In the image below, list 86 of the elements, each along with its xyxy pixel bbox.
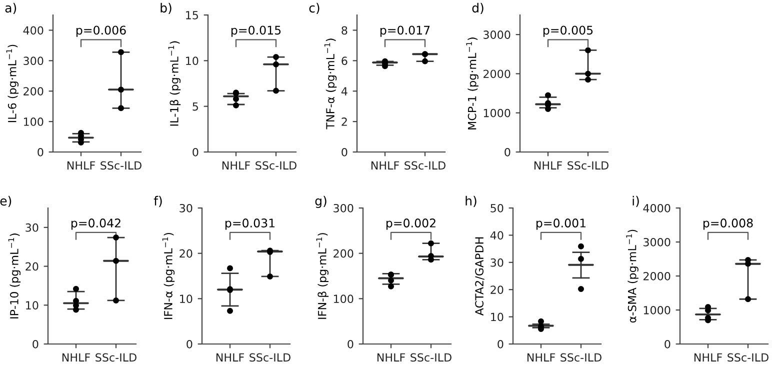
- annotation: p=0.002: [386, 218, 436, 230]
- annotation: p=0.008: [703, 218, 753, 230]
- y-tick-label: 30: [490, 258, 504, 267]
- y-tick-label: 0: [348, 340, 354, 348]
- y-tick-label: 4: [341, 87, 348, 96]
- chart-title: d): [472, 2, 484, 14]
- x-tick-label: SSc-ILD: [96, 353, 136, 362]
- y-tick-label: 0: [192, 148, 198, 156]
- y-tick-label: 400: [23, 26, 44, 35]
- x-tick-label: SSc-ILD: [560, 353, 602, 362]
- y-axis-title: IL-1β (pg·mL$^{−1}$): [168, 41, 181, 126]
- x-tick-label: SSc-ILD: [256, 161, 296, 170]
- x-tick-label: NHLF: [534, 161, 562, 170]
- annotation: p=0.017: [380, 26, 430, 37]
- annotation: p=0.005: [543, 26, 593, 37]
- y-axis-title: α-SMA (pg·mL$^{−1}$): [626, 230, 638, 323]
- y-tick-label: 6: [342, 56, 348, 66]
- y-tick-label: 1000: [484, 108, 510, 118]
- y-tick-label: 0: [186, 340, 192, 348]
- x-tick-label: SSc-ILD: [410, 353, 452, 362]
- x-tick-label: SSc-ILD: [404, 161, 446, 170]
- y-tick-label: 200: [24, 87, 44, 96]
- y-tick-label: 100: [334, 294, 354, 304]
- y-tick-label: 10: [26, 301, 38, 310]
- y-tick-label: 1000: [644, 306, 670, 314]
- chart-title: c): [309, 2, 320, 14]
- y-tick-label: 3000: [644, 238, 670, 246]
- y-axis-title: IL-6 (pg·mL$^{−1}$): [6, 44, 18, 122]
- y-axis-title: TNF-α (pg·mL$^{−1}$): [324, 38, 337, 130]
- y-tick-label: 100: [24, 118, 44, 126]
- x-tick-label: NHLF: [371, 161, 399, 170]
- y-tick-label: 20: [180, 249, 192, 258]
- y-tick-label: 10: [186, 56, 198, 66]
- y-axis-title: MCP-1 (pg·mL$^{−1}$): [466, 38, 478, 130]
- y-tick-label: 8: [342, 26, 348, 35]
- y-axis-title: IFN-α (pg·mL$^{−1}$): [162, 232, 175, 319]
- y-tick-label: 3000: [484, 30, 510, 39]
- x-tick-label: SSc-ILD: [728, 353, 768, 362]
- x-tick-label: NHLF: [216, 353, 244, 362]
- chart-title: h): [466, 196, 476, 208]
- x-tick-label: SSc-ILD: [568, 161, 608, 170]
- y-tick-label: 0: [32, 340, 38, 348]
- chart-title: a): [5, 2, 16, 14]
- chart-title: f): [154, 196, 162, 208]
- y-tick-label: 0: [664, 340, 670, 348]
- x-tick-label: NHLF: [222, 161, 250, 170]
- chart-title: e): [0, 196, 12, 208]
- x-tick-label: NHLF: [67, 161, 95, 170]
- y-tick-label: 50: [490, 204, 504, 212]
- x-tick-label: SSc-ILD: [250, 353, 290, 362]
- y-tick-label: 15: [186, 11, 198, 20]
- y-tick-label: 10: [180, 294, 192, 304]
- y-axis-title: IFN-β (pg·mL$^{−1}$): [316, 233, 328, 319]
- y-tick-label: 300: [334, 204, 354, 212]
- y-tick-label: 4000: [643, 204, 670, 212]
- x-tick-label: NHLF: [377, 353, 405, 362]
- y-tick-label: 300: [24, 56, 44, 66]
- y-tick-label: 10: [491, 312, 504, 322]
- y-tick-label: 2000: [484, 70, 510, 78]
- chart-title: g): [315, 196, 326, 208]
- y-tick-label: 0: [498, 340, 504, 348]
- annotation: p=0.042: [71, 218, 120, 230]
- y-tick-label: 20: [490, 286, 504, 294]
- y-tick-label: 5: [192, 102, 198, 111]
- y-tick-label: 2000: [644, 272, 670, 280]
- chart-title: i): [632, 196, 639, 208]
- y-tick-label: 30: [180, 204, 192, 212]
- annotation: p=0.031: [225, 218, 274, 230]
- y-tick-label: 0: [504, 148, 510, 156]
- chart-title: b): [160, 2, 172, 14]
- y-tick-label: 200: [334, 249, 354, 258]
- y-tick-label: 20: [26, 262, 38, 271]
- annotation: p=0.015: [231, 26, 281, 37]
- y-tick-label: 30: [26, 223, 38, 232]
- y-tick-label: 0: [38, 148, 44, 156]
- y-tick-label: 40: [490, 231, 504, 240]
- x-tick-label: SSc-ILD: [100, 161, 142, 170]
- annotation: p=0.006: [76, 26, 126, 37]
- y-axis-title: ACTA2/GAPDH: [475, 237, 484, 316]
- x-tick-label: NHLF: [62, 353, 90, 362]
- y-tick-label: 0: [342, 148, 348, 156]
- x-tick-label: NHLF: [694, 353, 722, 362]
- annotation: p=0.001: [536, 218, 586, 230]
- y-axis-title: IP-10 (pg·mL$^{−1}$): [8, 234, 21, 318]
- y-tick-label: 2: [342, 118, 347, 126]
- x-tick-label: NHLF: [527, 353, 555, 362]
